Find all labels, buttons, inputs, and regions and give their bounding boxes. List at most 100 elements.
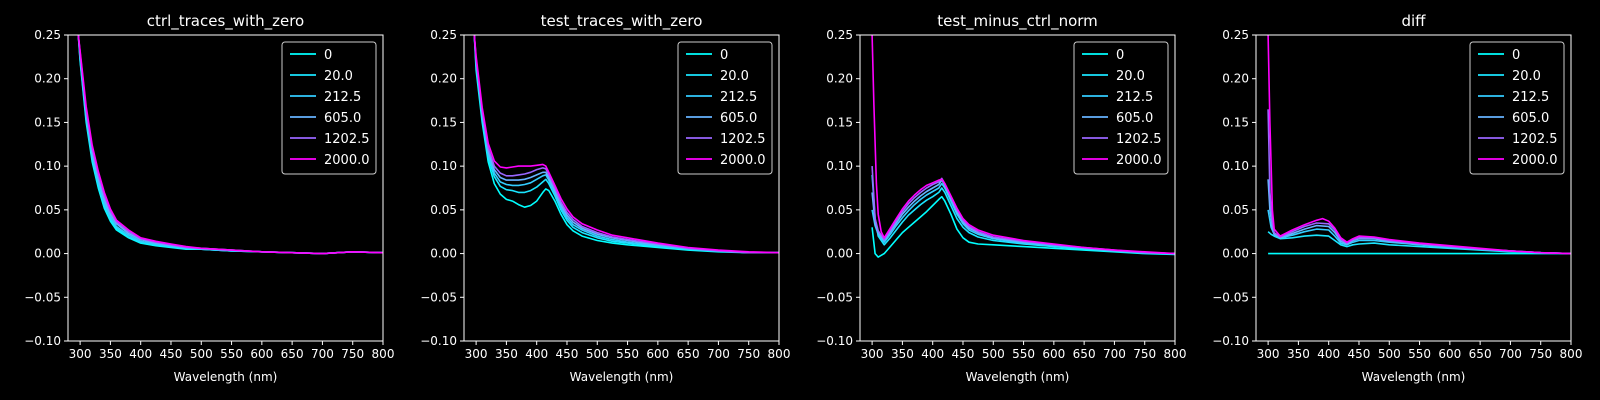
legend-label: 605.0: [324, 111, 361, 126]
plot-frame: [859, 34, 1176, 342]
legend-label: 1202.5: [1512, 132, 1558, 147]
y-tick-label: 0.15: [34, 115, 61, 129]
x-tick-label: 550: [1408, 347, 1431, 361]
x-tick-label: 750: [737, 347, 760, 361]
x-tick-label: 600: [1438, 347, 1461, 361]
chart-panel-3: test_minus_ctrl_norm 300 350 400 450 500 550 60…: [816, 12, 1186, 384]
series-line-20.0: [473, 35, 779, 254]
x-tick-label: 600: [646, 347, 669, 361]
y-tick-label: 0.15: [1222, 115, 1249, 129]
x-tick-label: 650: [677, 347, 700, 361]
plot-frame: [67, 34, 384, 342]
y-tick-label: −0.10: [420, 334, 457, 348]
series-line-20.0: [1267, 231, 1571, 255]
x-tick-label: 450: [952, 347, 975, 361]
x-tick-label: 600: [1042, 347, 1065, 361]
x-tick-label: 800: [1164, 347, 1187, 361]
series-line-2000.0: [473, 35, 779, 254]
x-axis-label: Wavelength (nm): [174, 370, 278, 384]
x-tick-label: 650: [281, 347, 304, 361]
legend-label: 0: [324, 48, 332, 63]
y-tick-label: −0.05: [1212, 290, 1249, 304]
legend-label: 1202.5: [1116, 132, 1162, 147]
y-tick-label: 0.25: [826, 28, 853, 42]
x-tick-label: 600: [250, 347, 273, 361]
legend-label: 212.5: [324, 90, 361, 105]
legend-label: 212.5: [1512, 90, 1549, 105]
x-tick-label: 750: [341, 347, 364, 361]
y-tick-label: 0.05: [1222, 203, 1249, 217]
x-tick-label: 400: [921, 347, 944, 361]
y-tick-label: −0.10: [1212, 334, 1249, 348]
y-tick-label: 0.10: [34, 159, 61, 173]
x-tick-label: 700: [1499, 347, 1522, 361]
y-tick-label: 0.20: [1222, 72, 1249, 86]
x-tick-label: 700: [1103, 347, 1126, 361]
series-group: [473, 35, 779, 254]
plot-frame: [463, 34, 780, 342]
y-tick-label: 0.25: [430, 28, 457, 42]
x-tick-label: 350: [99, 347, 122, 361]
y-tick-label: 0.10: [430, 159, 457, 173]
y-tick-label: 0.00: [826, 247, 853, 261]
x-tick-label: 400: [129, 347, 152, 361]
x-tick-label: 450: [556, 347, 579, 361]
legend-label: 20.0: [720, 69, 749, 84]
series-group: [871, 35, 1175, 258]
legend-label: 20.0: [324, 69, 353, 84]
plot-frame: [1255, 34, 1572, 342]
y-tick-label: 0.05: [430, 203, 457, 217]
x-tick-label: 750: [1133, 347, 1156, 361]
legend-label: 20.0: [1512, 69, 1541, 84]
y-tick-label: 0.05: [826, 203, 853, 217]
x-tick-label: 300: [1257, 347, 1280, 361]
x-tick-label: 450: [160, 347, 183, 361]
series-line-0: [871, 195, 1175, 258]
x-tick-label: 400: [1317, 347, 1340, 361]
series-line-0: [473, 35, 779, 254]
legend-label: 212.5: [1116, 90, 1153, 105]
legend-label: 0: [1512, 48, 1520, 63]
chart-title: test_traces_with_zero: [541, 12, 703, 31]
series-group: [77, 35, 383, 255]
y-tick-label: −0.10: [816, 334, 853, 348]
legend-label: 2000.0: [720, 153, 766, 168]
series-line-212.5: [473, 35, 779, 254]
y-tick-label: 0.10: [1222, 159, 1249, 173]
chart-panel-2: test_traces_with_zero 300 350 400 450 500 550 6…: [420, 12, 790, 384]
x-tick-label: 650: [1469, 347, 1492, 361]
y-tick-label: 0.20: [34, 72, 61, 86]
x-tick-label: 500: [190, 347, 213, 361]
x-tick-label: 550: [1012, 347, 1035, 361]
y-tick-label: −0.05: [420, 290, 457, 304]
x-tick-label: 500: [586, 347, 609, 361]
legend-label: 605.0: [1116, 111, 1153, 126]
series-line-2000.0: [871, 35, 1175, 255]
legend-label: 1202.5: [720, 132, 766, 147]
x-tick-label: 300: [465, 347, 488, 361]
legend-label: 605.0: [720, 111, 757, 126]
series-line-212.5: [871, 182, 1175, 255]
legend-label: 2000.0: [1512, 153, 1558, 168]
x-tick-label: 800: [372, 347, 395, 361]
y-tick-label: 0.00: [34, 247, 61, 261]
series-line-20.0: [871, 174, 1175, 255]
x-tick-label: 800: [1560, 347, 1583, 361]
series-line-605.0: [473, 35, 779, 254]
chart-panel-1: ctrl_traces_with_zero 300 350 400 450 500 550 6…: [24, 12, 394, 384]
y-tick-label: 0.05: [34, 203, 61, 217]
y-tick-label: −0.05: [816, 290, 853, 304]
x-tick-label: 450: [1348, 347, 1371, 361]
x-tick-label: 500: [1378, 347, 1401, 361]
x-tick-label: 350: [1287, 347, 1310, 361]
chart-title: test_minus_ctrl_norm: [937, 12, 1098, 31]
series-line-2000.0: [1267, 35, 1571, 255]
x-tick-label: 300: [69, 347, 92, 361]
x-tick-label: 800: [768, 347, 791, 361]
y-tick-label: 0.10: [826, 159, 853, 173]
x-tick-label: 550: [616, 347, 639, 361]
series-line-1202.5: [1267, 109, 1571, 255]
legend-label: 212.5: [720, 90, 757, 105]
y-tick-label: 0.25: [1222, 28, 1249, 42]
